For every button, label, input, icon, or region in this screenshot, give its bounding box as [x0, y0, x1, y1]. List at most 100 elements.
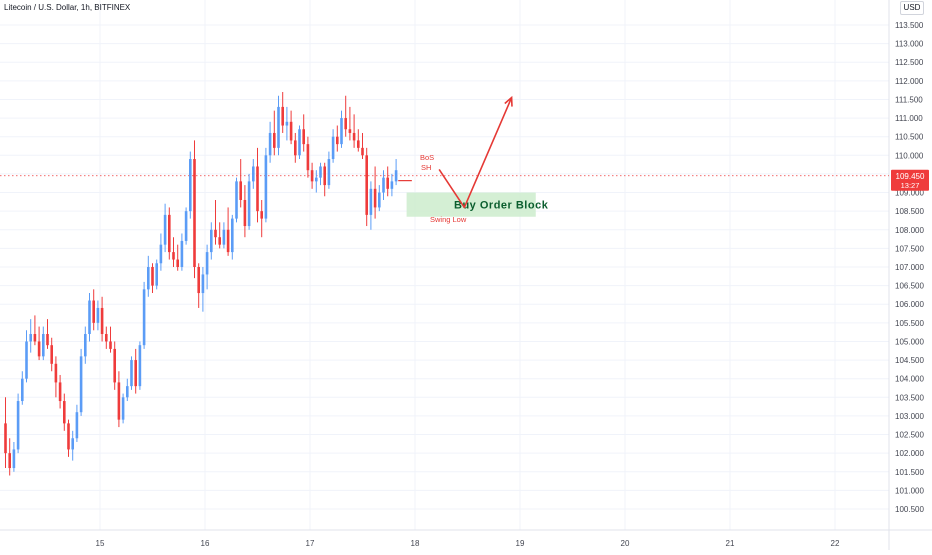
candle-body: [29, 334, 32, 342]
candle-body: [235, 181, 238, 219]
candle-body: [327, 159, 331, 186]
candle: [247, 173, 251, 230]
candle-body: [8, 453, 11, 469]
candle-body: [319, 166, 322, 178]
candle: [273, 110, 276, 156]
candle: [189, 151, 192, 219]
candle-body: [378, 192, 381, 208]
candle-body: [84, 334, 87, 357]
candle-body: [226, 229, 230, 253]
x-tick-label: 18: [411, 539, 420, 548]
candle-body: [357, 140, 360, 148]
candle: [180, 233, 184, 271]
candle-body: [163, 214, 167, 245]
candle: [84, 326, 87, 364]
candle: [268, 121, 272, 163]
candle: [75, 404, 79, 442]
y-tick-label: 104.000: [895, 375, 924, 384]
candle-body: [394, 170, 398, 182]
last-price-countdown: 13:27: [901, 181, 920, 190]
candle-body: [142, 289, 146, 346]
candle: [294, 132, 297, 163]
candle: [222, 222, 226, 249]
y-tick-label: 103.500: [895, 393, 924, 402]
candle-body: [331, 136, 335, 160]
y-tick-label: 103.000: [895, 412, 924, 421]
candle: [50, 337, 53, 372]
candle-body: [260, 211, 263, 219]
candle: [159, 233, 163, 271]
bos-label: BoS: [420, 153, 434, 162]
y-tick-label: 109.000: [895, 189, 924, 198]
candle-body: [239, 181, 242, 200]
candle-body: [189, 159, 192, 212]
last-price-box: [891, 169, 929, 191]
y-tick-label: 106.000: [895, 300, 924, 309]
candle: [105, 326, 108, 349]
candle-body: [352, 132, 356, 141]
candle-body: [109, 341, 112, 349]
candle: [256, 147, 259, 223]
candle-body: [105, 334, 108, 342]
candle-body: [172, 252, 175, 260]
candle: [277, 95, 280, 156]
candle-body: [12, 449, 16, 469]
candle-body: [121, 397, 125, 420]
candle-body: [117, 382, 121, 420]
candle: [340, 110, 343, 148]
candle-body: [277, 106, 280, 148]
candle: [58, 374, 62, 409]
candle: [197, 263, 200, 308]
candle: [302, 114, 305, 152]
x-tick-label: 22: [831, 539, 840, 548]
candle-body: [306, 144, 310, 171]
candle: [243, 185, 247, 238]
currency-badge[interactable]: USD: [900, 1, 924, 15]
candle: [231, 214, 234, 260]
y-tick-label: 110.500: [895, 133, 924, 142]
candle: [147, 255, 150, 297]
candle: [315, 170, 318, 193]
candle-body: [252, 166, 255, 182]
candle: [382, 170, 385, 200]
candle-body: [365, 155, 368, 215]
candle-body: [63, 401, 66, 424]
y-tick-label: 113.000: [895, 40, 924, 49]
candle-body: [247, 181, 251, 227]
y-tick-label: 108.500: [895, 207, 924, 216]
candle: [201, 267, 205, 312]
candle: [12, 441, 16, 472]
candle-body: [4, 423, 7, 454]
x-tick-label: 19: [516, 539, 525, 548]
candle-body: [92, 300, 95, 323]
candle: [252, 159, 255, 189]
candle-body: [210, 229, 213, 253]
candle: [96, 300, 100, 331]
candle: [29, 319, 32, 353]
candle: [126, 378, 129, 402]
candle-body: [197, 267, 200, 294]
candle: [142, 281, 146, 349]
candle-body: [298, 129, 301, 156]
candle-body: [214, 229, 217, 238]
candle-body: [42, 334, 45, 357]
candle-body: [168, 214, 171, 253]
last-price-value: 109.450: [896, 172, 925, 181]
candle: [54, 356, 58, 398]
candle-body: [310, 170, 314, 182]
candle: [394, 159, 398, 186]
candle: [226, 207, 230, 256]
candle-body: [285, 121, 289, 126]
candle: [214, 199, 217, 245]
candle: [235, 177, 238, 223]
y-tick-label: 100.500: [895, 505, 924, 514]
candle-body: [340, 118, 343, 145]
y-tick-label: 102.500: [895, 431, 924, 440]
candle: [151, 263, 154, 294]
candle: [8, 438, 11, 476]
candle: [323, 162, 326, 197]
swing-low-label: Swing Low: [430, 215, 467, 224]
y-tick-label: 111.500: [895, 95, 923, 104]
